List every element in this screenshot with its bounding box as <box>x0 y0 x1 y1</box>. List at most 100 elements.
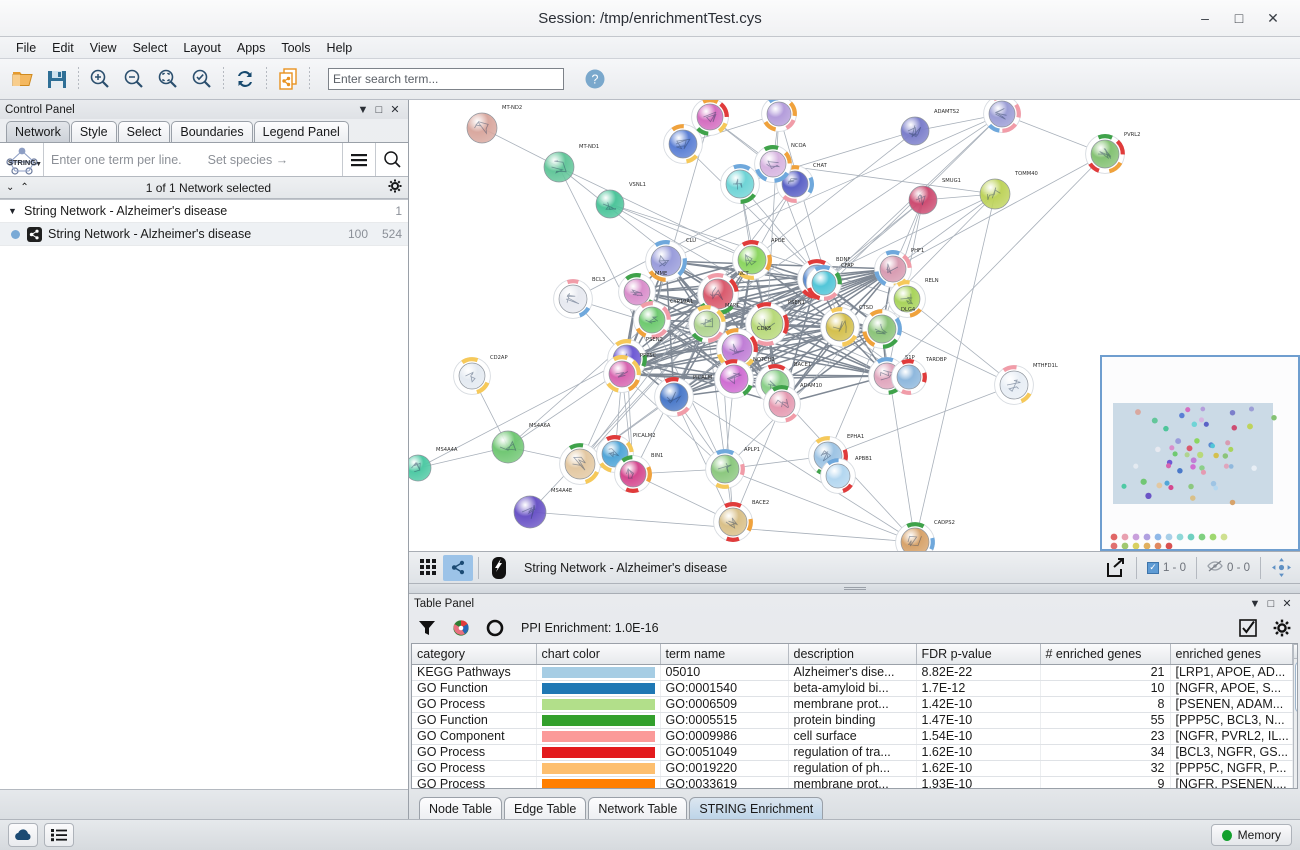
network-item-row[interactable]: String Network - Alzheimer's disease 100… <box>0 223 408 246</box>
network-node[interactable] <box>662 123 704 165</box>
col-enriched-count[interactable]: # enriched genes <box>1040 644 1171 665</box>
network-node[interactable] <box>715 327 759 371</box>
network-node[interactable] <box>819 306 861 348</box>
menu-select[interactable]: Select <box>132 40 168 55</box>
menu-help[interactable]: Help <box>326 40 353 55</box>
annotation-tool-icon[interactable] <box>484 555 514 581</box>
network-node[interactable] <box>589 183 631 225</box>
chevron-down-icon[interactable]: ▼ <box>357 103 369 116</box>
string-options-icon[interactable] <box>342 143 375 176</box>
tab-string-enrichment[interactable]: STRING Enrichment <box>689 797 824 819</box>
table-vertical-scrollbar[interactable]: ▲ <box>1292 644 1297 788</box>
network-node[interactable] <box>753 144 793 184</box>
chart-color-icon[interactable] <box>449 616 473 640</box>
network-node[interactable] <box>762 384 802 424</box>
network-node[interactable] <box>537 145 581 189</box>
network-node[interactable] <box>993 364 1035 406</box>
network-node[interactable] <box>704 448 746 490</box>
network-node[interactable] <box>902 179 944 221</box>
tab-select[interactable]: Select <box>117 121 171 142</box>
menu-file[interactable]: File <box>16 40 37 55</box>
zoom-in-icon[interactable] <box>83 62 117 96</box>
network-node[interactable] <box>894 110 936 152</box>
zoom-fit-icon[interactable] <box>151 62 185 96</box>
filter-icon[interactable] <box>415 616 439 640</box>
select-all-checkbox-icon[interactable] <box>1236 616 1260 640</box>
network-node[interactable] <box>887 279 927 319</box>
expand-triangle-icon[interactable]: ▼ <box>8 206 17 216</box>
network-node[interactable] <box>460 106 504 150</box>
tab-legend-panel[interactable]: Legend Panel <box>253 121 349 142</box>
network-node[interactable] <box>485 424 531 470</box>
network-node[interactable] <box>719 163 761 205</box>
close-panel-icon[interactable]: ✕ <box>390 104 400 116</box>
search-input[interactable]: Enter search term... <box>328 68 564 90</box>
network-node[interactable] <box>1084 133 1126 175</box>
tab-style[interactable]: Style <box>70 121 117 142</box>
float-panel-icon[interactable]: □ <box>375 103 383 116</box>
expand-all-icon[interactable]: ⌃ <box>20 182 29 193</box>
table-row[interactable]: GO Process GO:0033619 membrane prot... 1.93… <box>412 776 1293 788</box>
network-overview-panel[interactable] <box>1100 355 1300 551</box>
col-chart-color[interactable]: chart color <box>536 644 661 665</box>
col-enriched-genes[interactable]: enriched genes <box>1170 644 1293 665</box>
gear-icon[interactable] <box>388 179 402 196</box>
string-logo-icon[interactable]: STRING ▼ <box>0 143 44 176</box>
network-node[interactable] <box>687 304 727 344</box>
refresh-icon[interactable] <box>228 62 262 96</box>
memory-indicator[interactable]: Memory <box>1210 824 1292 846</box>
cloud-status-icon[interactable] <box>8 823 38 847</box>
table-row[interactable]: GO Function GO:0005515 protein binding 1.47… <box>412 712 1293 729</box>
network-node[interactable] <box>653 376 695 418</box>
tab-node-table[interactable]: Node Table <box>419 797 503 819</box>
network-node[interactable] <box>696 272 740 316</box>
menu-view[interactable]: View <box>89 40 117 55</box>
table-row[interactable]: GO Process GO:0006509 membrane prot... 1.42… <box>412 696 1293 713</box>
network-node[interactable] <box>552 278 594 320</box>
string-search-icon[interactable] <box>375 143 408 176</box>
pan-tool-icon[interactable] <box>1266 555 1296 581</box>
table-row[interactable]: GO Process GO:0019220 regulation of ph... 1… <box>412 760 1293 777</box>
network-node[interactable] <box>760 100 798 133</box>
network-node[interactable] <box>602 354 642 394</box>
maximize-icon[interactable]: □ <box>1234 10 1244 26</box>
col-term-name[interactable]: term name <box>660 644 789 665</box>
zoom-selected-icon[interactable] <box>185 62 219 96</box>
network-node[interactable] <box>731 239 773 281</box>
network-node[interactable] <box>861 308 903 350</box>
network-node[interactable] <box>973 172 1017 216</box>
table-row[interactable]: KEGG Pathways 05010 Alzheimer's dise... 8.8… <box>412 664 1293 681</box>
network-group-row[interactable]: ▼ String Network - Alzheimer's disease 1 <box>0 200 408 223</box>
network-node[interactable] <box>819 457 857 495</box>
tab-network-table[interactable]: Network Table <box>588 797 688 819</box>
table-row[interactable]: GO Component GO:0009986 cell surface 1.54E-… <box>412 728 1293 745</box>
network-node[interactable] <box>632 300 672 340</box>
table-close-icon[interactable]: ✕ <box>1282 598 1292 610</box>
network-node[interactable] <box>617 272 657 312</box>
zoom-out-icon[interactable] <box>117 62 151 96</box>
network-node[interactable] <box>613 454 653 494</box>
minimize-icon[interactable]: – <box>1201 10 1209 26</box>
col-fdr-p-value[interactable]: FDR p-value <box>916 644 1041 665</box>
scroll-up-icon[interactable]: ▲ <box>1293 644 1297 659</box>
grid-layout-icon[interactable] <box>413 555 443 581</box>
network-node[interactable] <box>712 501 754 543</box>
donut-chart-icon[interactable] <box>483 616 507 640</box>
network-canvas[interactable]: MT-ND2MT-ND1VSNL1GAB2RIS1CLUMMEAPOENCTBD… <box>409 100 1300 552</box>
menu-edit[interactable]: Edit <box>52 40 74 55</box>
open-folder-icon[interactable] <box>6 62 40 96</box>
col-description[interactable]: description <box>788 644 917 665</box>
network-graph-view-icon[interactable] <box>443 554 473 581</box>
network-node[interactable] <box>558 442 602 486</box>
network-node[interactable] <box>982 100 1022 134</box>
table-row[interactable]: GO Function GO:0001540 beta-amyloid bi... 1… <box>412 680 1293 697</box>
set-species-link[interactable]: Set species → <box>207 152 289 167</box>
close-icon[interactable]: ✕ <box>1267 9 1279 26</box>
network-node[interactable] <box>644 239 688 283</box>
help-icon[interactable]: ? <box>578 62 612 96</box>
network-node[interactable] <box>452 356 492 396</box>
scroll-thumb[interactable] <box>1295 661 1297 713</box>
col-category[interactable]: category <box>412 644 537 665</box>
tab-edge-table[interactable]: Edge Table <box>504 797 587 819</box>
table-row[interactable]: GO Process GO:0051049 regulation of tra...… <box>412 744 1293 761</box>
